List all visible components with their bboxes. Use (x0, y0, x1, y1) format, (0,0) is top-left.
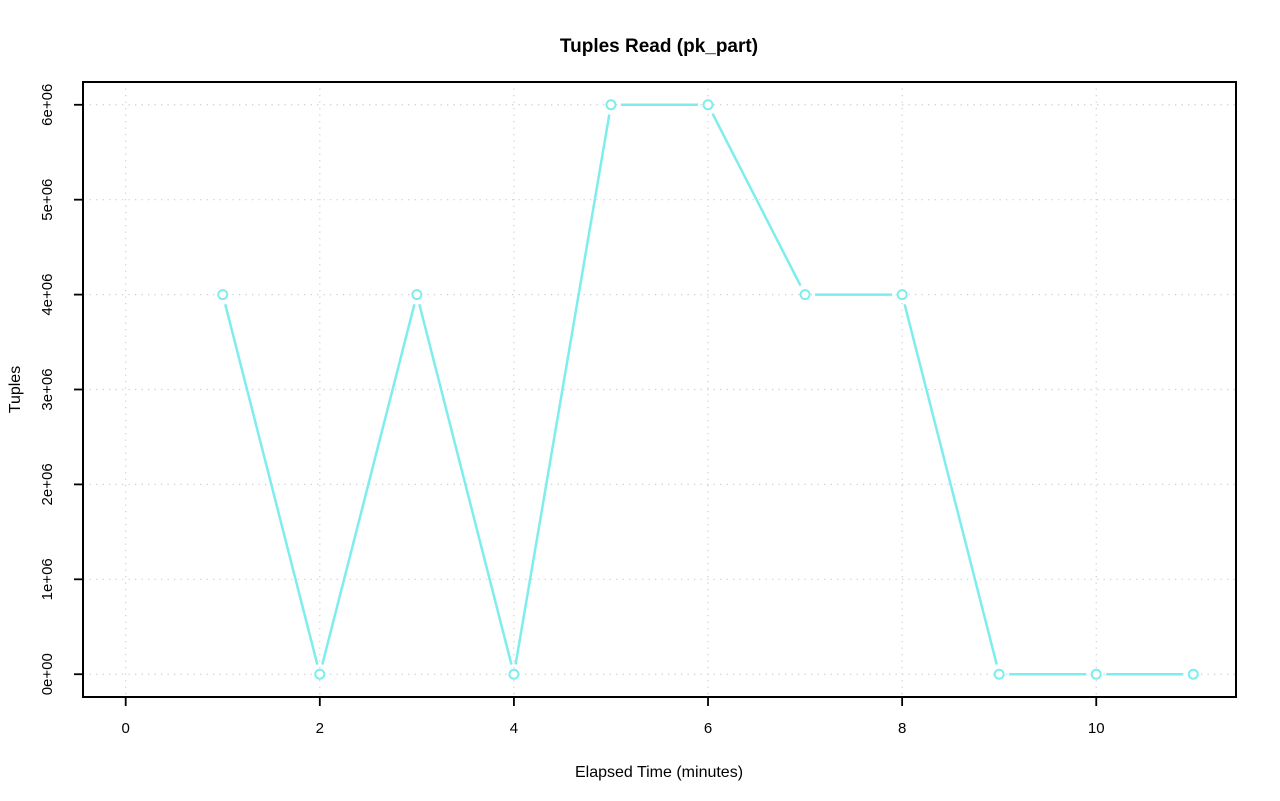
data-point-marker (799, 289, 811, 301)
data-point-marker (411, 289, 423, 301)
y-tick-label: 3e+06 (39, 368, 56, 410)
x-tick-label: 10 (1088, 720, 1105, 737)
plot-border (82, 81, 1237, 698)
x-tick-label: 4 (510, 720, 518, 737)
line-segment (514, 114, 611, 665)
x-tick-label: 0 (122, 720, 130, 737)
data-point-marker (508, 668, 520, 680)
data-point-marker (1090, 668, 1102, 680)
gridlines (83, 82, 1236, 697)
x-tick-label: 8 (898, 720, 906, 737)
y-tick-label: 0e+00 (39, 653, 56, 695)
y-tick-label: 1e+06 (39, 558, 56, 600)
line-segment (711, 113, 802, 287)
series-points-pk_part (217, 99, 1199, 680)
line-segment (903, 303, 998, 665)
data-point-marker (702, 99, 714, 111)
plot-box (82, 81, 1237, 698)
data-point-marker (1187, 668, 1199, 680)
series-line-pk_part (224, 103, 1184, 676)
axis-ticks (74, 103, 1098, 706)
data-point-marker (993, 668, 1005, 680)
data-point-marker (314, 668, 326, 680)
chart-title: Tuples Read (pk_part) (560, 36, 758, 57)
data-point-marker (217, 289, 229, 301)
data-point-marker (896, 289, 908, 301)
line-segment (224, 303, 319, 665)
y-axis-label: Tuples (7, 366, 24, 413)
x-tick-label: 2 (316, 720, 324, 737)
axis-tick-labels: 0 2 4 6 8 10 0e+00 1e+06 2e+06 3e+06 4e+06 5e+06 6e+… (39, 84, 1105, 737)
y-tick-label: 6e+06 (39, 84, 56, 126)
y-tick-label: 4e+06 (39, 274, 56, 316)
line-segment (418, 303, 513, 665)
data-point-marker (605, 99, 617, 111)
y-tick-label: 5e+06 (39, 179, 56, 221)
y-tick-label: 2e+06 (39, 463, 56, 505)
x-axis-label: Elapsed Time (minutes) (575, 764, 743, 781)
line-segment (321, 303, 416, 665)
x-tick-label: 6 (704, 720, 712, 737)
